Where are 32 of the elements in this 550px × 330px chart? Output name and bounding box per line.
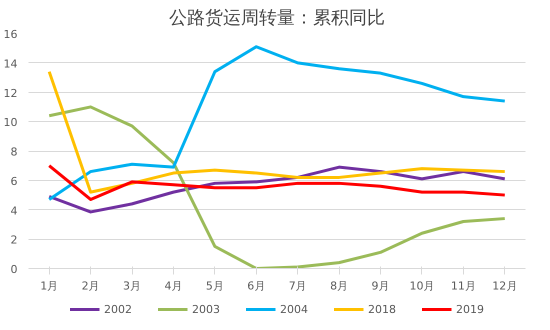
y-tick-label: 0 bbox=[10, 263, 18, 276]
y-tick-label: 16 bbox=[4, 28, 18, 41]
x-tick-label: 10月 bbox=[409, 280, 434, 292]
x-tick-label: 11月 bbox=[450, 280, 476, 292]
x-tick-label: 3月 bbox=[123, 280, 142, 292]
x-tick-label: 1月 bbox=[40, 280, 58, 292]
x-tick-label: 9月 bbox=[372, 280, 390, 292]
legend-label: 2019 bbox=[456, 302, 484, 316]
x-tick-label: 5月 bbox=[206, 280, 224, 292]
x-tick-label: 7月 bbox=[288, 280, 307, 292]
y-tick-label: 12 bbox=[4, 86, 18, 100]
x-tick-label: 2月 bbox=[82, 280, 100, 292]
line-series bbox=[48, 166, 506, 214]
legend-label: 2004 bbox=[280, 302, 308, 316]
legend-label: 2002 bbox=[104, 302, 132, 316]
x-tick-label: 8月 bbox=[330, 280, 348, 292]
x-tick-label: 6月 bbox=[247, 280, 266, 292]
legend-label: 2003 bbox=[192, 302, 220, 316]
line-series bbox=[48, 70, 506, 194]
line-series bbox=[48, 45, 506, 201]
line-series bbox=[48, 105, 506, 268]
y-tick-label: 8 bbox=[10, 146, 18, 158]
y-tick-label: 6 bbox=[10, 174, 18, 188]
x-tick-label: 4月 bbox=[164, 280, 182, 292]
y-tick-label: 2 bbox=[10, 234, 18, 247]
x-tick-label: 12月 bbox=[492, 280, 518, 292]
chart-title: 公路货运周转量：累积同比 bbox=[169, 8, 385, 28]
legend-label: 2018 bbox=[368, 302, 396, 316]
y-tick-label: 14 bbox=[4, 57, 18, 70]
line-series bbox=[48, 164, 506, 201]
y-tick-label: 4 bbox=[10, 204, 18, 218]
y-tick-label: 10 bbox=[4, 116, 18, 130]
